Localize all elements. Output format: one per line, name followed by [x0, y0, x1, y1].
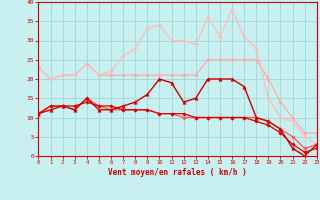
X-axis label: Vent moyen/en rafales ( km/h ): Vent moyen/en rafales ( km/h ): [108, 168, 247, 177]
